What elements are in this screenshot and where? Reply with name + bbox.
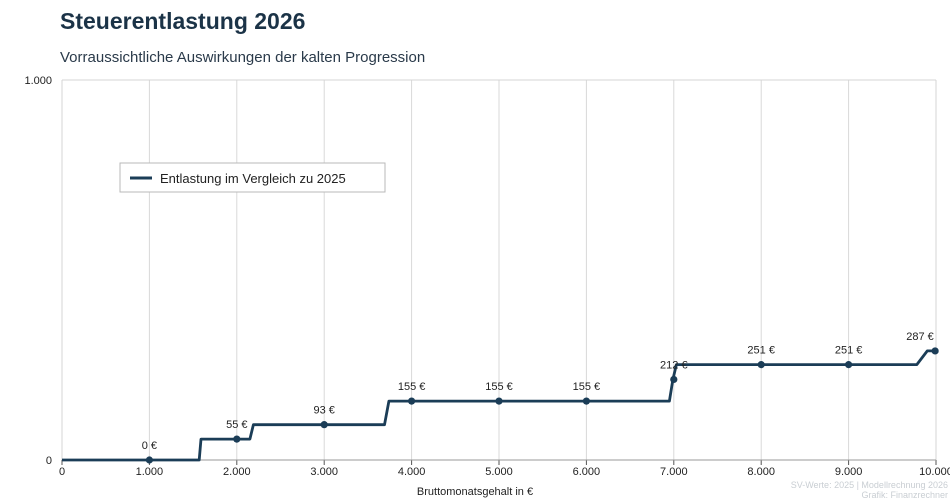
credit-source: SV-Werte: 2025 | Modellrechnung 2026 — [790, 480, 948, 490]
data-label: 93 € — [313, 405, 334, 417]
data-point — [757, 361, 765, 369]
data-label: 212 € — [660, 359, 688, 371]
x-tick-label: 2.000 — [223, 466, 251, 478]
data-point — [320, 421, 328, 429]
data-label-layer: 0 € 55 € 93 € 155 € 155 € 155 € 212 € 251 € 251 … — [142, 331, 934, 452]
x-tick-label: 6.000 — [573, 466, 601, 478]
axis-layer: 0 1.000 2.000 3.000 4.000 5.000 6.000 7.000 8.00… — [24, 75, 950, 478]
data-label: 155 € — [485, 381, 513, 393]
data-point — [408, 397, 416, 405]
data-label: 155 € — [398, 381, 426, 393]
data-label: 55 € — [226, 419, 247, 431]
data-label: 0 € — [142, 440, 157, 452]
x-tick-label: 8.000 — [747, 466, 775, 478]
y-tick-label: 0 — [46, 455, 52, 467]
data-point — [495, 397, 503, 405]
chart-title: Steuerentlastung 2026 — [60, 8, 306, 34]
chart-subtitle: Vorraussichtliche Auswirkungen der kalte… — [60, 49, 426, 66]
x-tick-label: 1.000 — [136, 466, 164, 478]
x-tick-label: 7.000 — [660, 466, 688, 478]
data-point — [145, 456, 153, 464]
legend-box — [119, 162, 386, 193]
legend: Entlastung im Vergleich zu 2025 — [119, 162, 386, 193]
x-tick-label: 3.000 — [310, 466, 338, 478]
data-point — [931, 347, 939, 355]
y-tick-label: 1.000 — [24, 75, 52, 87]
x-tick-label: 4.000 — [398, 466, 426, 478]
data-point — [233, 435, 241, 443]
data-point — [670, 375, 678, 384]
series-line — [62, 349, 936, 462]
series-layer — [62, 347, 939, 464]
data-point — [845, 361, 853, 369]
data-point — [582, 397, 591, 405]
data-label: 287 € — [906, 331, 934, 343]
x-tick-label: 5.000 — [485, 466, 513, 478]
data-label: 155 € — [573, 381, 601, 393]
data-label: 251 € — [835, 345, 863, 357]
x-axis-label: Bruttomonatsgehalt in € — [417, 486, 533, 498]
x-tick-label: 0 — [59, 466, 65, 478]
x-tick-label: 9.000 — [835, 466, 863, 478]
legend-label: Entlastung im Vergleich zu 2025 — [160, 171, 346, 186]
x-tick-label: 10.000 — [919, 466, 950, 478]
data-label: 251 € — [747, 345, 775, 357]
credit-graphic: Grafik: Finanzrechner — [861, 490, 948, 500]
grid-layer — [148, 80, 850, 460]
